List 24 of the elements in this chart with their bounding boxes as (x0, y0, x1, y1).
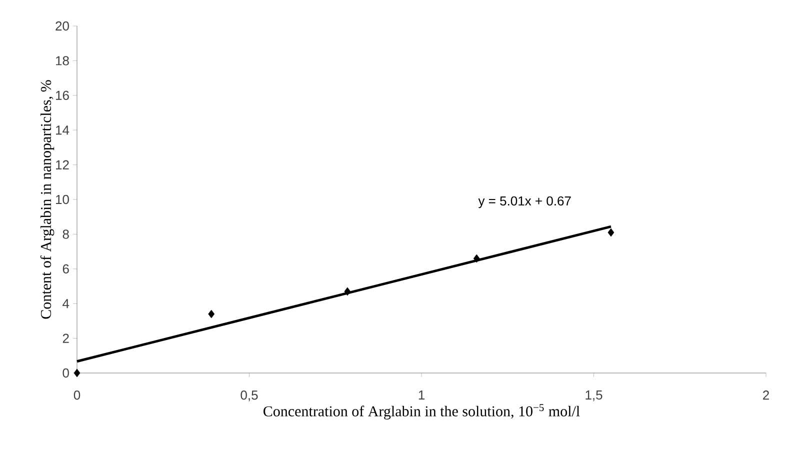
x-tick-label: 1 (418, 390, 424, 400)
point (74, 368, 80, 378)
y-tick-label: 0 (62, 368, 69, 378)
y-tick-label: 18 (56, 56, 69, 66)
y-tick-label: 4 (62, 299, 70, 308)
x-tick-label: 2 (763, 390, 769, 400)
point (344, 287, 351, 296)
x-tick-label: 1,5 (586, 390, 602, 402)
y-tick-label: 20 (56, 21, 69, 31)
x-axis-title: Concentration of Arglabin in the solution, 10$^{−5}$ mol/l (264, 404, 580, 420)
y-tick-label: 10 (56, 194, 69, 204)
point (473, 254, 480, 263)
y-tick-label: 6 (62, 264, 69, 274)
x-tick-label: 0 (74, 390, 80, 400)
y-tick-label: 8 (62, 230, 69, 239)
point (608, 228, 614, 237)
y-tick-label: 16 (56, 90, 69, 100)
y-tick-label: 2 (62, 334, 69, 343)
y-axis-title: Content of Arglabin in nanoparticles, % (40, 80, 54, 319)
y-tick-label: 12 (56, 160, 69, 170)
x-tick-label: 0,5 (240, 390, 258, 402)
y-tick-label: 14 (56, 126, 70, 135)
point (208, 310, 215, 318)
annotation: y = 5.01x + 0.67 (478, 196, 571, 208)
